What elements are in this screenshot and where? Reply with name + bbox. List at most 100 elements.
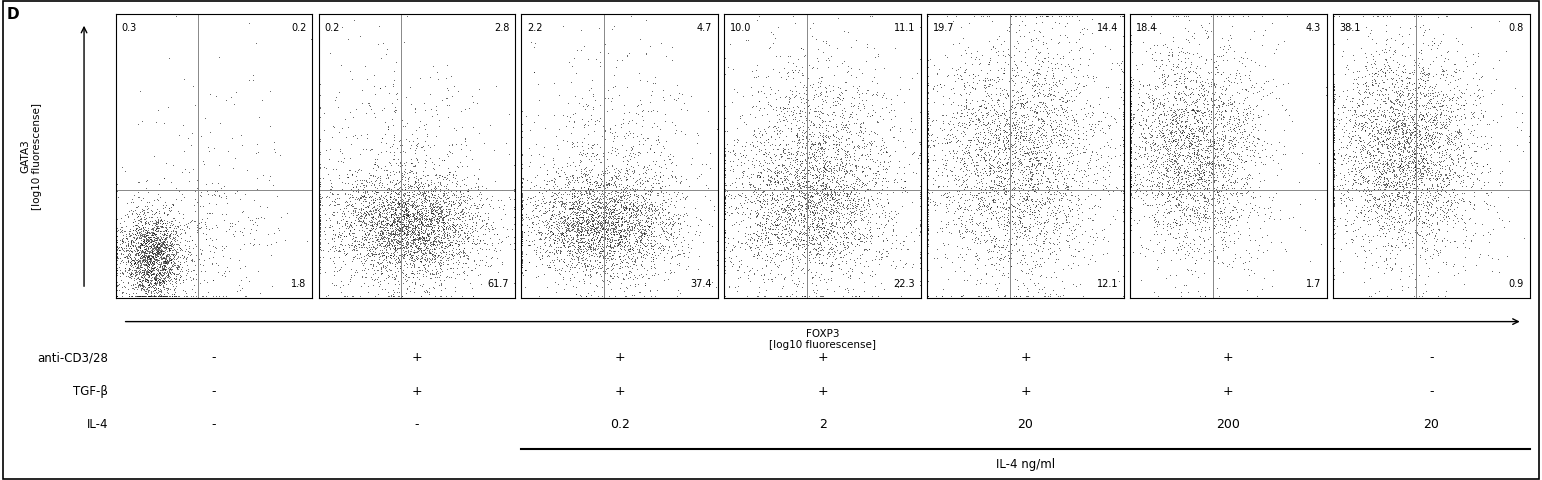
Point — [1005, 179, 1030, 187]
Point — [378, 195, 402, 203]
Point — [1164, 180, 1189, 188]
Point — [1118, 116, 1143, 124]
Point — [1156, 136, 1181, 144]
Point — [1371, 166, 1396, 174]
Point — [122, 259, 146, 267]
Point — [1025, 161, 1050, 169]
Point — [1466, 85, 1491, 93]
Point — [603, 82, 628, 89]
Point — [811, 133, 836, 141]
Point — [1480, 64, 1505, 72]
Point — [1392, 183, 1417, 191]
Point — [128, 259, 153, 267]
Point — [150, 279, 174, 287]
Point — [404, 242, 429, 250]
Point — [1050, 54, 1075, 61]
Point — [1217, 215, 1241, 222]
Point — [990, 203, 1015, 211]
Point — [1237, 104, 1261, 111]
Point — [583, 220, 608, 228]
Point — [1047, 139, 1072, 147]
Point — [547, 217, 572, 225]
Point — [850, 179, 874, 186]
Point — [356, 193, 381, 201]
Point — [546, 234, 571, 242]
Point — [1192, 166, 1217, 174]
Point — [456, 208, 481, 216]
Point — [1354, 78, 1379, 85]
Point — [908, 188, 933, 195]
Point — [996, 195, 1021, 203]
Point — [382, 205, 407, 213]
Point — [1004, 120, 1029, 128]
Point — [1016, 138, 1041, 145]
Point — [1392, 145, 1417, 153]
Point — [862, 255, 887, 263]
Point — [133, 283, 157, 291]
Point — [822, 208, 847, 216]
Point — [796, 222, 820, 229]
Point — [668, 219, 692, 227]
Point — [1172, 250, 1197, 258]
Point — [443, 224, 467, 232]
Point — [893, 144, 917, 151]
Point — [880, 188, 905, 196]
Point — [157, 269, 182, 276]
Point — [597, 125, 621, 132]
Point — [550, 209, 575, 216]
Point — [142, 229, 167, 237]
Point — [811, 156, 836, 164]
Point — [139, 256, 163, 264]
Point — [1409, 116, 1434, 123]
Point — [307, 204, 332, 212]
Point — [1369, 193, 1394, 201]
Point — [922, 198, 947, 206]
Point — [762, 66, 786, 73]
Point — [1405, 12, 1429, 20]
Point — [200, 276, 225, 284]
Point — [819, 205, 843, 213]
Point — [992, 102, 1016, 109]
Point — [766, 110, 791, 118]
Point — [581, 179, 606, 186]
Point — [595, 191, 620, 199]
Point — [834, 181, 859, 189]
Point — [1351, 12, 1375, 20]
Point — [503, 185, 527, 193]
Point — [1218, 34, 1243, 42]
Point — [799, 240, 823, 248]
Point — [1403, 192, 1428, 200]
Point — [712, 228, 737, 236]
Point — [1221, 134, 1246, 142]
Point — [1380, 80, 1405, 88]
Point — [142, 264, 167, 272]
Point — [1093, 184, 1118, 192]
Point — [1251, 249, 1275, 256]
Point — [222, 154, 247, 162]
Point — [427, 204, 452, 211]
Point — [552, 216, 577, 224]
Point — [1184, 213, 1209, 220]
Point — [148, 246, 173, 254]
Point — [1372, 209, 1397, 216]
Point — [1362, 12, 1386, 20]
Point — [651, 218, 675, 226]
Point — [392, 201, 416, 208]
Point — [1371, 242, 1396, 250]
Point — [578, 267, 603, 275]
Point — [419, 225, 444, 232]
Point — [803, 162, 828, 170]
Point — [1076, 260, 1101, 268]
Point — [614, 176, 638, 184]
Point — [985, 216, 1010, 224]
Point — [592, 203, 617, 210]
Point — [114, 260, 139, 268]
Point — [783, 87, 808, 95]
Point — [1436, 107, 1460, 115]
Point — [162, 261, 187, 269]
Point — [105, 242, 130, 250]
Point — [426, 174, 450, 182]
Point — [1073, 135, 1098, 143]
Point — [1247, 120, 1272, 128]
Point — [1144, 102, 1169, 110]
